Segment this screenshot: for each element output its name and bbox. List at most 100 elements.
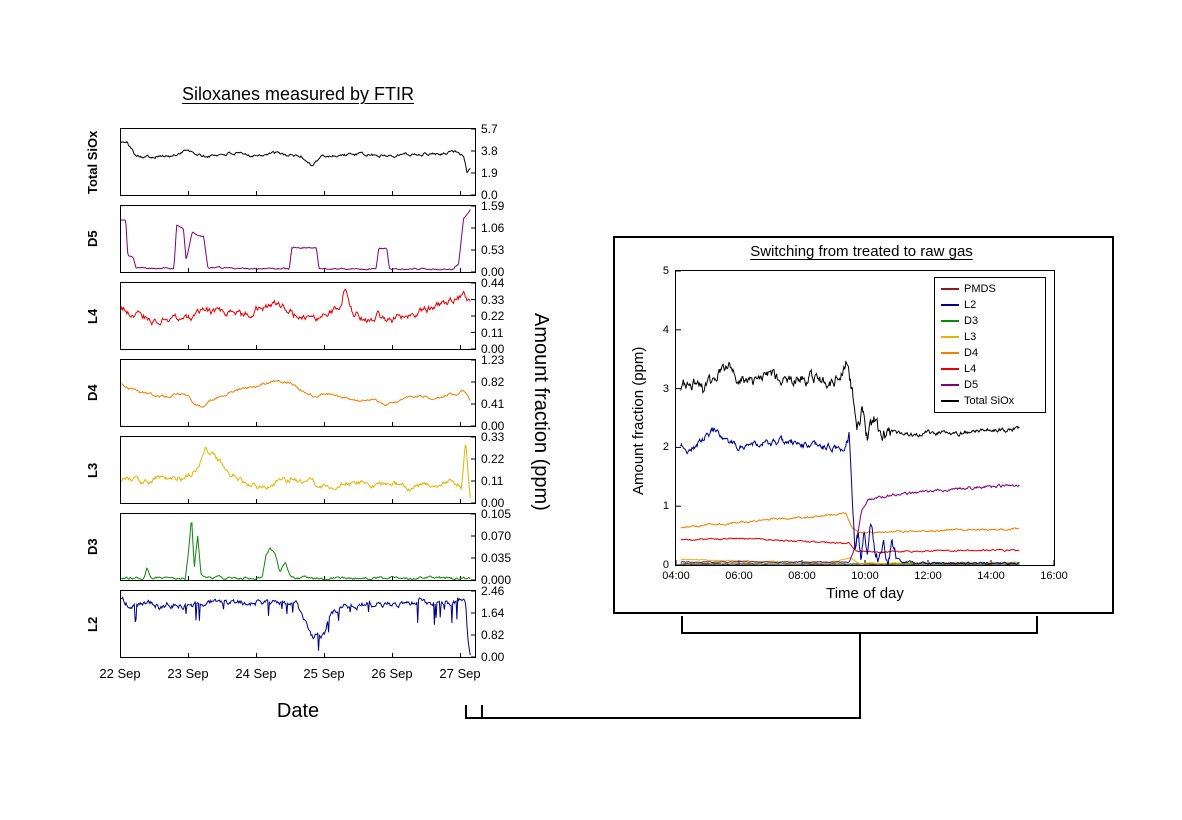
legend-box: PMDS L2 D3 L3 D4 L4 D5 Total SiOx bbox=[934, 277, 1046, 413]
legend-label-l2: L2 bbox=[964, 299, 977, 311]
trace-total-siox bbox=[680, 360, 1020, 441]
trace-d4 bbox=[120, 379, 471, 408]
subplot-d5 bbox=[120, 205, 476, 273]
left-y-axis-label: Amount fraction (ppm) bbox=[530, 313, 552, 511]
left-x-tick-label: 27 Sep bbox=[439, 666, 481, 681]
trace-l4 bbox=[680, 537, 1020, 554]
legend-item-d4: D4 bbox=[941, 345, 1045, 361]
bracket-stem-and-pointer bbox=[465, 633, 861, 719]
left-chart-title: Siloxanes measured by FTIR bbox=[181, 84, 415, 104]
left-x-axis-label: Date bbox=[276, 700, 320, 722]
ytick-label-l3: 0.33 bbox=[481, 430, 505, 444]
trace-d3 bbox=[680, 562, 1020, 565]
legend-line-total-siox bbox=[941, 400, 959, 402]
trace-l3 bbox=[680, 556, 1020, 565]
trace-l2 bbox=[680, 426, 1020, 566]
ytick-label-d4: 0.00 bbox=[481, 419, 505, 433]
legend-line-pmds bbox=[941, 288, 959, 290]
legend-item-l3: L3 bbox=[941, 329, 1045, 345]
legend-label-l3: L3 bbox=[964, 331, 977, 343]
subplot-ylabel-l2: L2 bbox=[85, 616, 100, 632]
ytick-label-d3: 0.105 bbox=[481, 507, 512, 521]
legend-item-d5: D5 bbox=[941, 377, 1045, 393]
trace-l2 bbox=[121, 596, 471, 656]
legend-line-l2 bbox=[941, 304, 959, 306]
ytick-label-d5: 0.53 bbox=[481, 243, 505, 257]
legend-label-l4: L4 bbox=[964, 363, 977, 375]
subplot-d4 bbox=[120, 359, 476, 427]
ytick-label-d3: 0.000 bbox=[481, 573, 512, 587]
trace-l4 bbox=[120, 288, 471, 327]
trace-d3 bbox=[120, 521, 471, 581]
right-y-axis-label: Amount fraction (ppm) bbox=[630, 346, 647, 496]
right-x-tick-label: 16:00 bbox=[1040, 570, 1068, 582]
ytick-label-l4: 0.11 bbox=[481, 325, 504, 340]
right-y-tick-label: 5 bbox=[662, 265, 669, 277]
subplot-ylabel-l3: L3 bbox=[85, 462, 100, 478]
subplot-d3 bbox=[120, 513, 476, 581]
subplot-ylabel-d3: D3 bbox=[85, 538, 100, 556]
legend-line-d4 bbox=[941, 352, 959, 354]
ytick-label-l3: 0.11 bbox=[481, 474, 504, 488]
left-x-tick-label: 24 Sep bbox=[235, 666, 277, 681]
subplot-total-siox bbox=[120, 128, 476, 196]
legend-label-d5: D5 bbox=[964, 379, 979, 391]
right-x-axis-label: Time of day bbox=[826, 585, 904, 602]
right-y-tick-label: 1 bbox=[662, 500, 669, 513]
left-x-tick-label: 22 Sep bbox=[99, 666, 141, 681]
right-y-tick-label: 2 bbox=[662, 441, 669, 454]
ytick-label-d3: 0.035 bbox=[481, 551, 512, 565]
trace-l3 bbox=[120, 444, 471, 499]
ytick-label-d4: 0.82 bbox=[481, 375, 505, 389]
right-x-tick-label: 04:00 bbox=[662, 570, 690, 582]
trace-d5 bbox=[680, 483, 1020, 564]
ytick-label-l2: 0.82 bbox=[481, 628, 505, 642]
subplot-l4 bbox=[120, 282, 476, 350]
trace-d5 bbox=[120, 209, 471, 271]
subplot-ylabel-d5: D5 bbox=[85, 230, 100, 248]
ytick-label-l3: 0.22 bbox=[481, 452, 505, 466]
ytick-label-total-siox: 5.7 bbox=[481, 122, 498, 136]
legend-line-d5 bbox=[941, 384, 959, 386]
ytick-label-total-siox: 1.9 bbox=[481, 166, 498, 180]
ytick-label-total-siox: 0.0 bbox=[481, 188, 498, 202]
legend-label-d3: D3 bbox=[964, 315, 979, 327]
subplot-ylabel-l4: L4 bbox=[85, 308, 100, 324]
legend-label-d4: D4 bbox=[964, 347, 979, 359]
ytick-label-l4: 0.22 bbox=[481, 309, 505, 323]
legend-item-total-siox: Total SiOx bbox=[941, 393, 1045, 409]
right-chart-title: Switching from treated to raw gas bbox=[750, 243, 973, 260]
legend-label-total-siox: Total SiOx bbox=[964, 395, 1015, 407]
trace-d4 bbox=[680, 511, 1020, 534]
ytick-label-d4: 0.41 bbox=[481, 397, 505, 411]
legend-label-pmds: PMDS bbox=[964, 283, 996, 295]
subplot-l3 bbox=[120, 436, 476, 504]
ytick-label-d5: 0.00 bbox=[481, 265, 505, 279]
bracket-under-right-panel bbox=[681, 616, 1038, 634]
trace-total-siox bbox=[120, 140, 471, 173]
right-x-tick-label: 10:00 bbox=[851, 570, 879, 582]
legend-line-l3 bbox=[941, 336, 959, 338]
ytick-label-l2: 2.46 bbox=[481, 584, 505, 598]
right-y-tick-label: 0 bbox=[662, 559, 669, 571]
legend-item-l4: L4 bbox=[941, 361, 1045, 377]
ytick-label-l4: 0.00 bbox=[481, 342, 505, 356]
right-y-tick-label: 3 bbox=[662, 382, 669, 395]
right-x-tick-label: 14:00 bbox=[977, 570, 1005, 582]
right-x-tick-label: 12:00 bbox=[914, 570, 942, 582]
ytick-label-d4: 1.23 bbox=[481, 353, 505, 367]
legend-line-l4 bbox=[941, 368, 959, 370]
left-x-tick-label: 23 Sep bbox=[167, 666, 209, 681]
subplot-l2 bbox=[120, 590, 476, 658]
ytick-label-l3: 0.00 bbox=[481, 496, 505, 510]
ytick-label-total-siox: 3.8 bbox=[481, 144, 498, 158]
legend-item-pmds: PMDS bbox=[941, 281, 1045, 297]
right-x-tick-label: 06:00 bbox=[725, 570, 753, 582]
legend-line-d3 bbox=[941, 320, 959, 322]
subplot-ylabel-d4: D4 bbox=[85, 384, 100, 402]
switching-plot bbox=[675, 270, 1055, 566]
left-x-tick-label: 26 Sep bbox=[371, 666, 413, 681]
legend-item-l2: L2 bbox=[941, 297, 1045, 313]
ytick-label-l4: 0.33 bbox=[481, 292, 505, 307]
left-x-tick-label: 25 Sep bbox=[303, 666, 345, 681]
